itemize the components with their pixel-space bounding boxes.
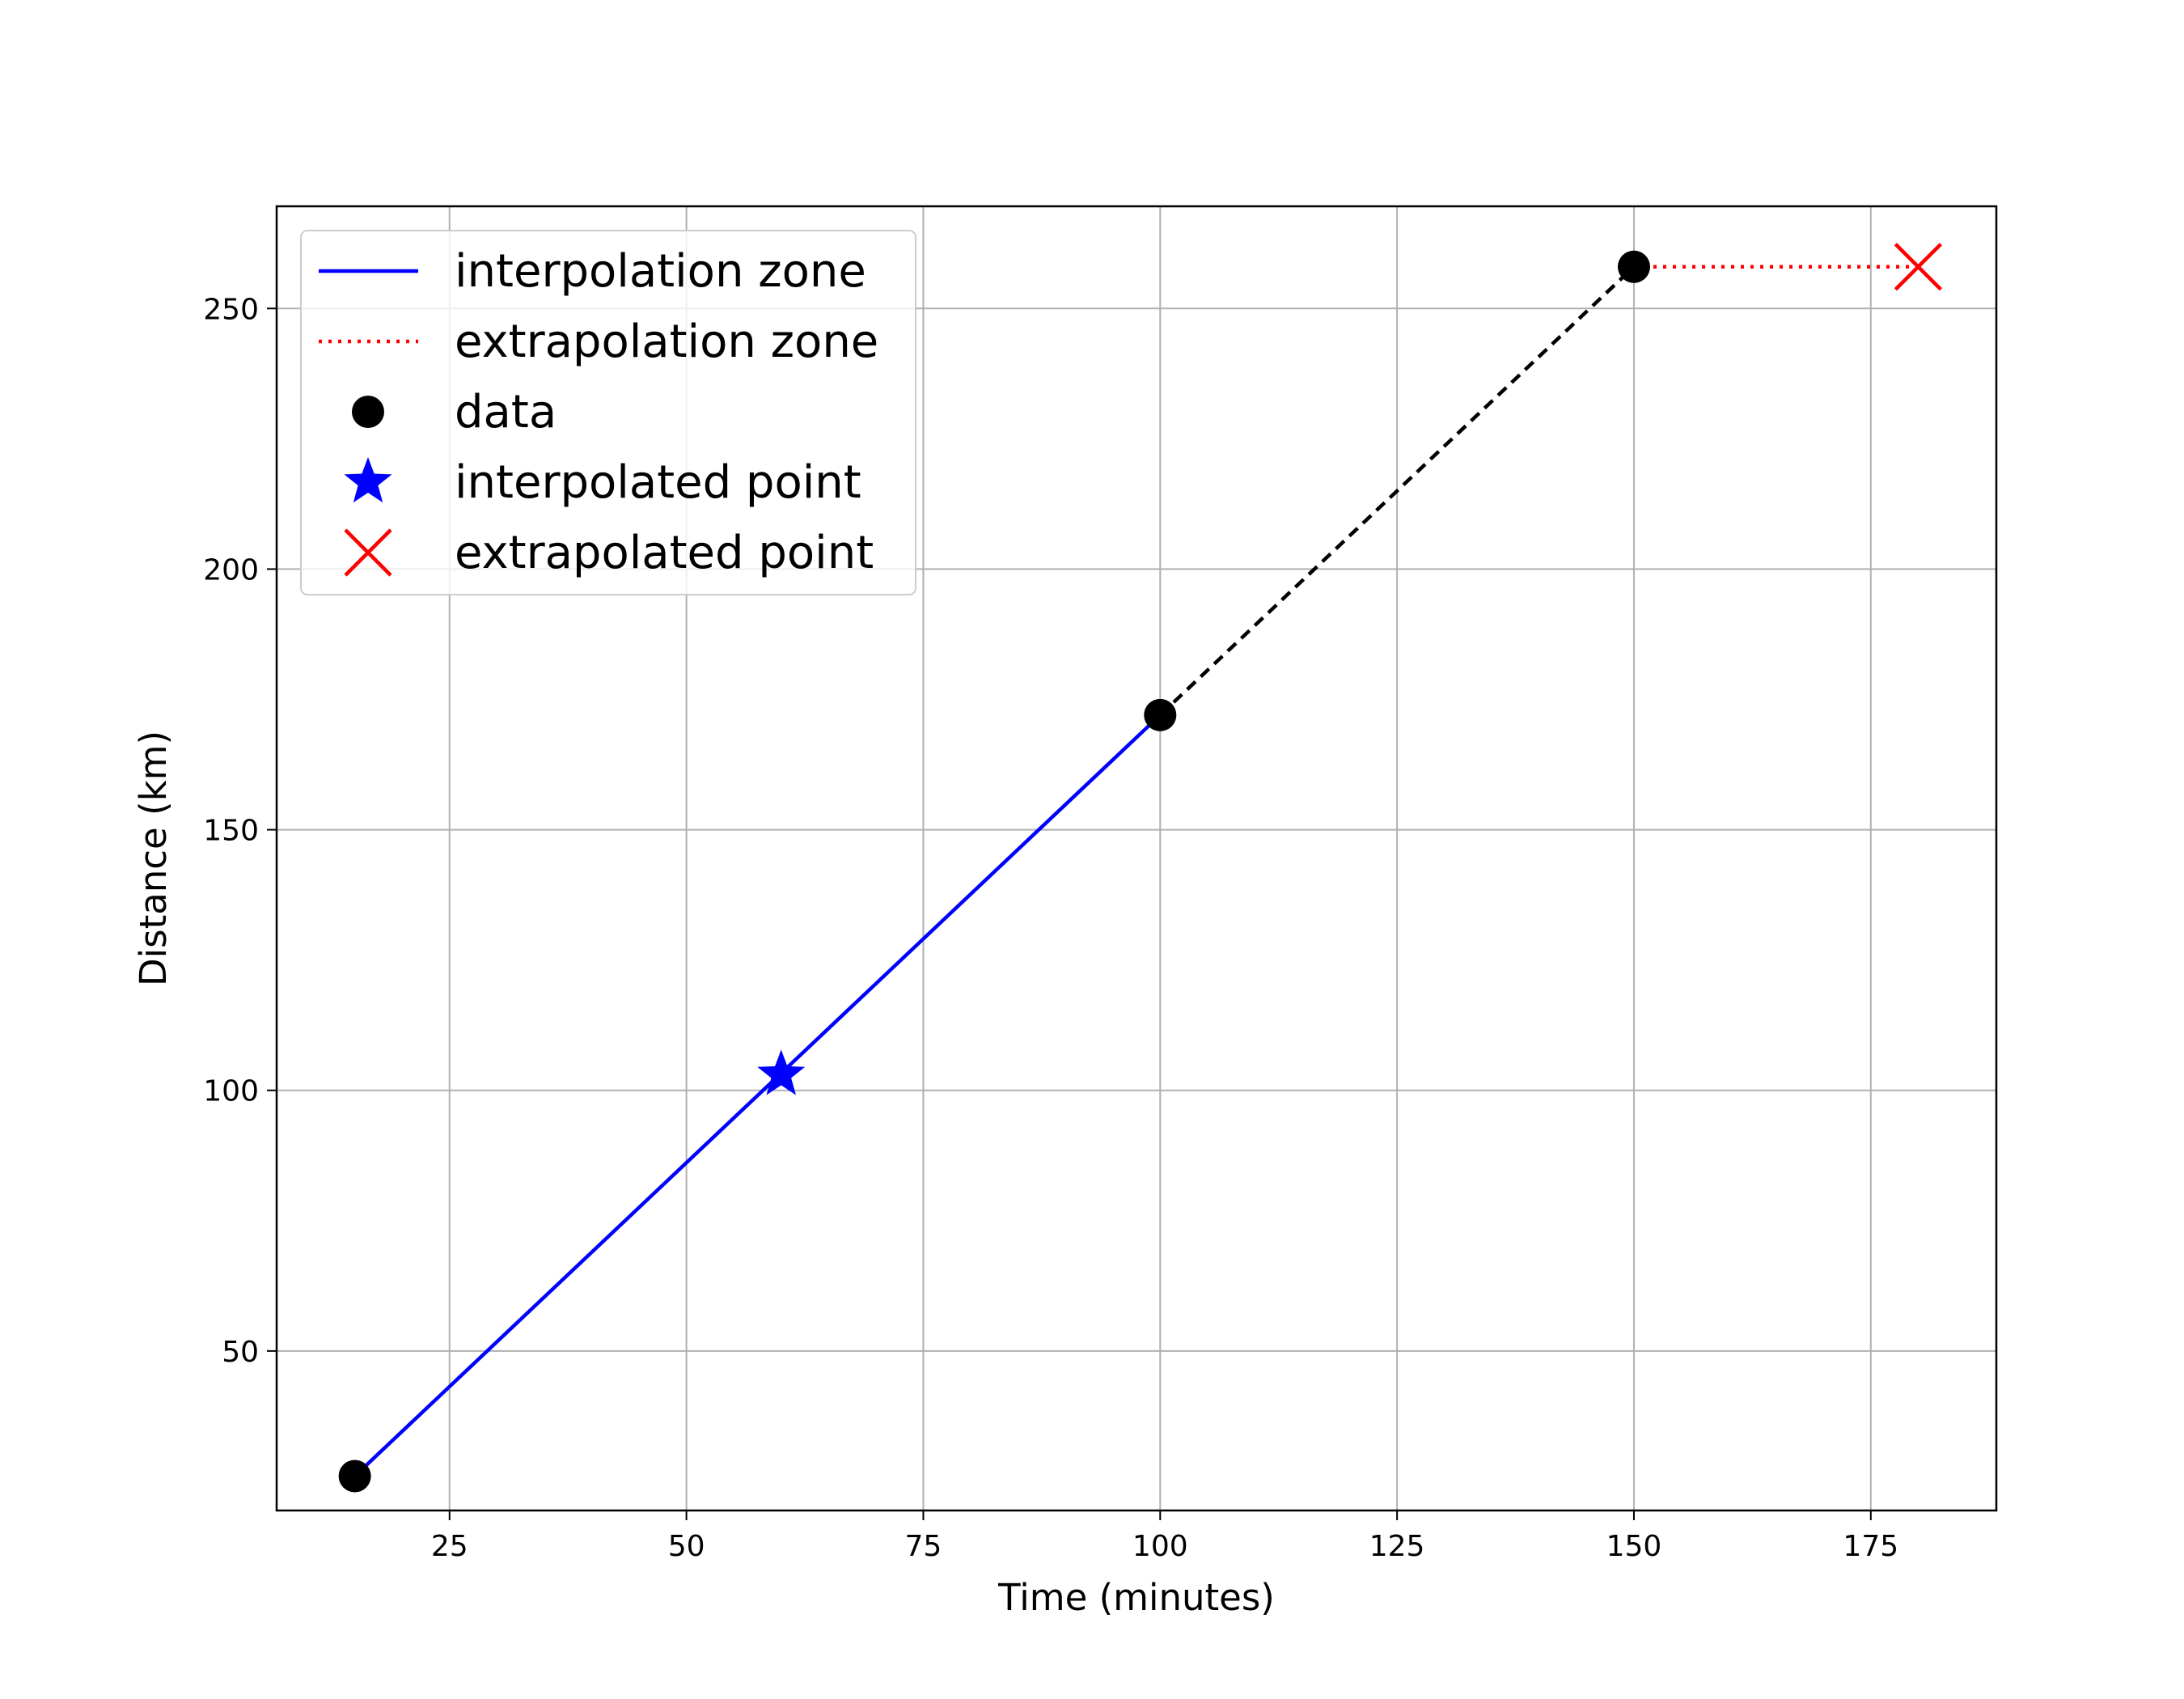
legend-swatch-star xyxy=(344,457,392,503)
series-line-dashed xyxy=(1158,265,1636,717)
x-tick-label: 175 xyxy=(1843,1530,1898,1563)
x-marker-stroke xyxy=(344,528,392,577)
data-point-x xyxy=(1894,243,1942,291)
y-axis-label: Distance (km) xyxy=(132,731,175,986)
x-tick-label: 25 xyxy=(431,1530,468,1563)
legend: interpolation zone extrapolation zone data… xyxy=(300,230,916,595)
legend-item: data xyxy=(352,386,557,439)
legend-label: data xyxy=(455,386,557,439)
x-tick-label: 50 xyxy=(668,1530,705,1563)
legend-label: interpolation zone xyxy=(455,245,866,298)
y-tick-label: 150 xyxy=(203,815,259,848)
legend-item: interpolation zone xyxy=(319,245,866,298)
data-point-star xyxy=(757,1049,806,1095)
y-tick-label: 50 xyxy=(222,1336,259,1369)
legend-swatch-circle xyxy=(352,396,384,428)
x-tick-label: 150 xyxy=(1606,1530,1662,1563)
data-point-circle xyxy=(1617,250,1650,283)
x-tick-label: 125 xyxy=(1369,1530,1425,1563)
y-tick-label: 250 xyxy=(203,293,259,326)
axis-ticks: 25 50 75 100 125 150 175 50 100 150 200 250 xyxy=(203,293,1898,1563)
legend-label: extrapolation zone xyxy=(455,316,878,368)
data-point-circle xyxy=(1144,698,1177,731)
x-marker-stroke xyxy=(1894,243,1942,291)
x-axis-label: Time (minutes) xyxy=(997,1576,1275,1619)
legend-swatch-x xyxy=(344,528,392,577)
plot-series xyxy=(338,243,1942,1493)
plot-frame xyxy=(275,205,1998,1512)
x-tick-label: 75 xyxy=(905,1530,942,1563)
legend-item: extrapolated point xyxy=(344,527,874,579)
y-tick-label: 100 xyxy=(203,1075,259,1108)
legend-label: interpolated point xyxy=(455,456,861,509)
y-tick-label: 200 xyxy=(203,553,259,587)
series-line-solid xyxy=(353,714,1162,1478)
legend-item: interpolated point xyxy=(344,456,861,509)
legend-label: extrapolated point xyxy=(455,527,874,579)
data-point-circle xyxy=(338,1460,371,1493)
x-tick-label: 100 xyxy=(1132,1530,1188,1563)
legend-item: extrapolation zone xyxy=(319,316,878,368)
legend-box xyxy=(300,230,916,595)
grid xyxy=(277,206,1996,1510)
